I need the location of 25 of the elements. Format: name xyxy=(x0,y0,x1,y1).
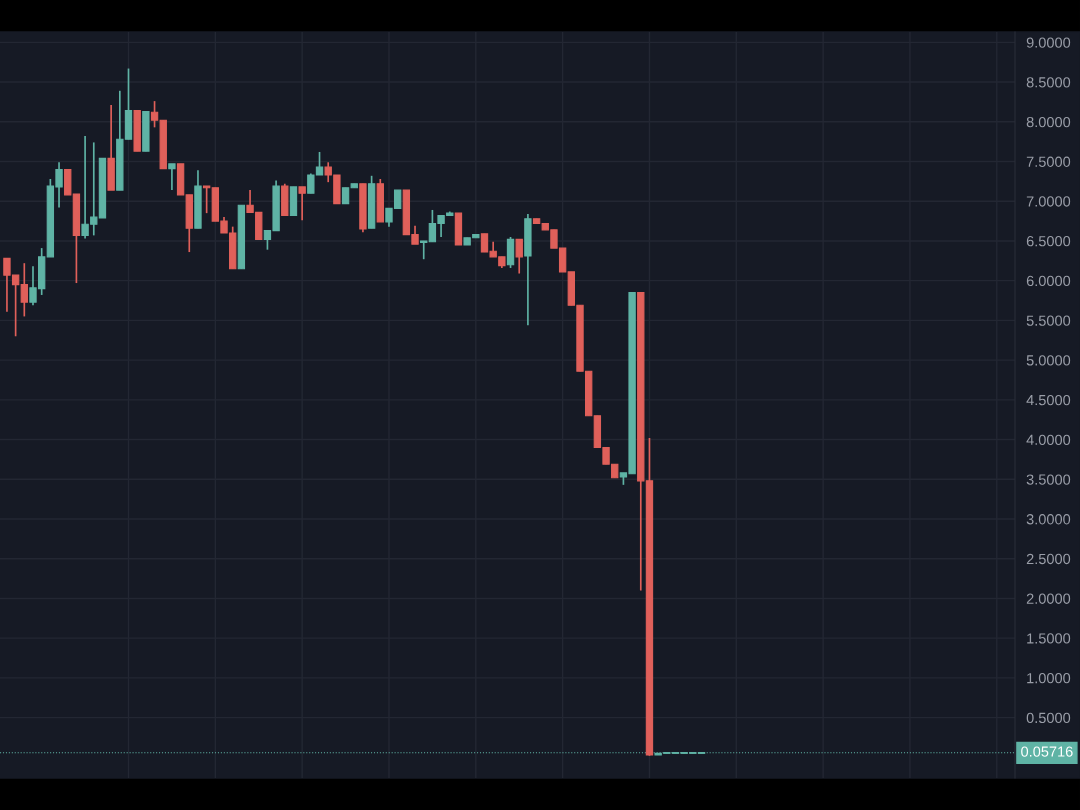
y-tick-label: 3.5000 xyxy=(1026,474,1071,485)
y-tick-label: 6.5000 xyxy=(1026,236,1071,247)
y-tick-label: 8.5000 xyxy=(1026,77,1071,88)
y-tick-label: 4.0000 xyxy=(1026,434,1071,445)
y-tick-label: 6.0000 xyxy=(1026,275,1071,287)
y-tick-label: 9.0000 xyxy=(1026,37,1071,48)
candlestick xyxy=(298,186,306,222)
y-tick-label: 2.0000 xyxy=(1026,593,1071,604)
candlestick xyxy=(168,163,176,191)
candlestick xyxy=(202,185,211,214)
ref-line-label: 0.05716 xyxy=(1021,746,1073,757)
y-tick-label: 3.0000 xyxy=(1026,514,1071,525)
candlestick xyxy=(420,240,428,261)
y-tick-label: 2.5000 xyxy=(1026,553,1071,565)
y-tick-label: 0.5000 xyxy=(1026,712,1071,724)
candlestick xyxy=(515,238,523,275)
candlestick xyxy=(20,262,28,318)
y-tick-label: 5.5000 xyxy=(1026,315,1071,326)
y-tick-label: 8.0000 xyxy=(1026,116,1071,128)
y-tick-label: 7.0000 xyxy=(1026,196,1071,207)
y-tick-label: 1.0000 xyxy=(1027,673,1071,684)
y-tick-label: 4.5000 xyxy=(1026,394,1071,406)
y-tick-label: 5.0000 xyxy=(1026,355,1071,366)
y-tick-label: 7.5000 xyxy=(1026,156,1071,167)
y-tick-label: 1.5000 xyxy=(1027,633,1071,644)
